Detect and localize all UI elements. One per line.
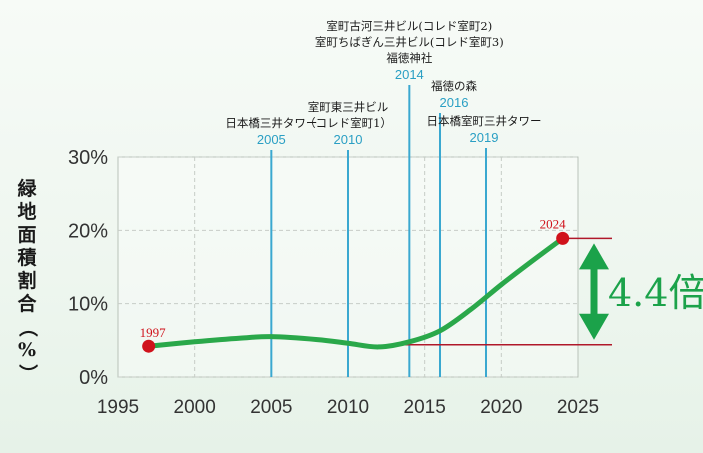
data-point xyxy=(556,231,570,245)
y-axis-title-char: 地 xyxy=(17,201,37,223)
annotation-year: 2016 xyxy=(440,95,469,110)
annotation-year: 2005 xyxy=(257,132,286,147)
annotation-label: 室町東三井ビル xyxy=(308,100,389,114)
y-axis-title-char: 割 xyxy=(17,270,37,292)
data-point xyxy=(142,339,156,353)
x-tick-label: 2000 xyxy=(174,397,216,418)
data-point-label: 1997 xyxy=(140,325,167,340)
data-point-label: 2024 xyxy=(540,216,567,231)
annotation-label: （コレド室町1） xyxy=(304,116,392,130)
y-tick-label: 30% xyxy=(68,147,108,169)
y-tick-label: 10% xyxy=(68,294,108,316)
ratio-label: 4.4倍 xyxy=(608,271,703,315)
annotation-label: 福徳神社 xyxy=(386,51,432,65)
y-axis-title-char: 合 xyxy=(17,293,37,315)
series-line xyxy=(146,235,566,350)
y-axis-title-char: 積 xyxy=(17,247,37,269)
x-tick-label: 2010 xyxy=(327,397,369,418)
annotation-label: 室町古河三井ビル(コレド室町2) xyxy=(326,19,492,33)
x-tick-label: 2025 xyxy=(557,397,599,418)
ratio-arrow-head-down xyxy=(579,313,609,340)
annotation-year: 2019 xyxy=(470,130,499,145)
annotation-label: 日本橋室町三井タワー xyxy=(427,114,542,128)
ratio-arrow-head-up xyxy=(579,243,609,270)
y-tick-label: 0% xyxy=(79,367,108,389)
annotation-year: 2014 xyxy=(395,67,424,82)
y-axis-title: 緑地面積割合（%） xyxy=(14,178,40,385)
x-tick-label: 2020 xyxy=(480,397,522,418)
x-tick-label: 2005 xyxy=(250,397,292,418)
annotation-label: 福徳の森 xyxy=(431,79,477,93)
annotation-label: 日本橋三井タワー xyxy=(225,116,317,130)
x-tick-label: 1995 xyxy=(97,397,139,418)
y-axis-title-char: 面 xyxy=(17,224,37,246)
y-axis-title-char: 緑 xyxy=(17,178,37,200)
annotation-label: 室町ちばぎん三井ビル(コレド室町3) xyxy=(315,35,504,49)
x-tick-label: 2015 xyxy=(404,397,446,418)
y-tick-label: 20% xyxy=(68,220,108,242)
annotation-year: 2010 xyxy=(334,132,363,147)
y-axis-title-char: % xyxy=(17,339,37,361)
